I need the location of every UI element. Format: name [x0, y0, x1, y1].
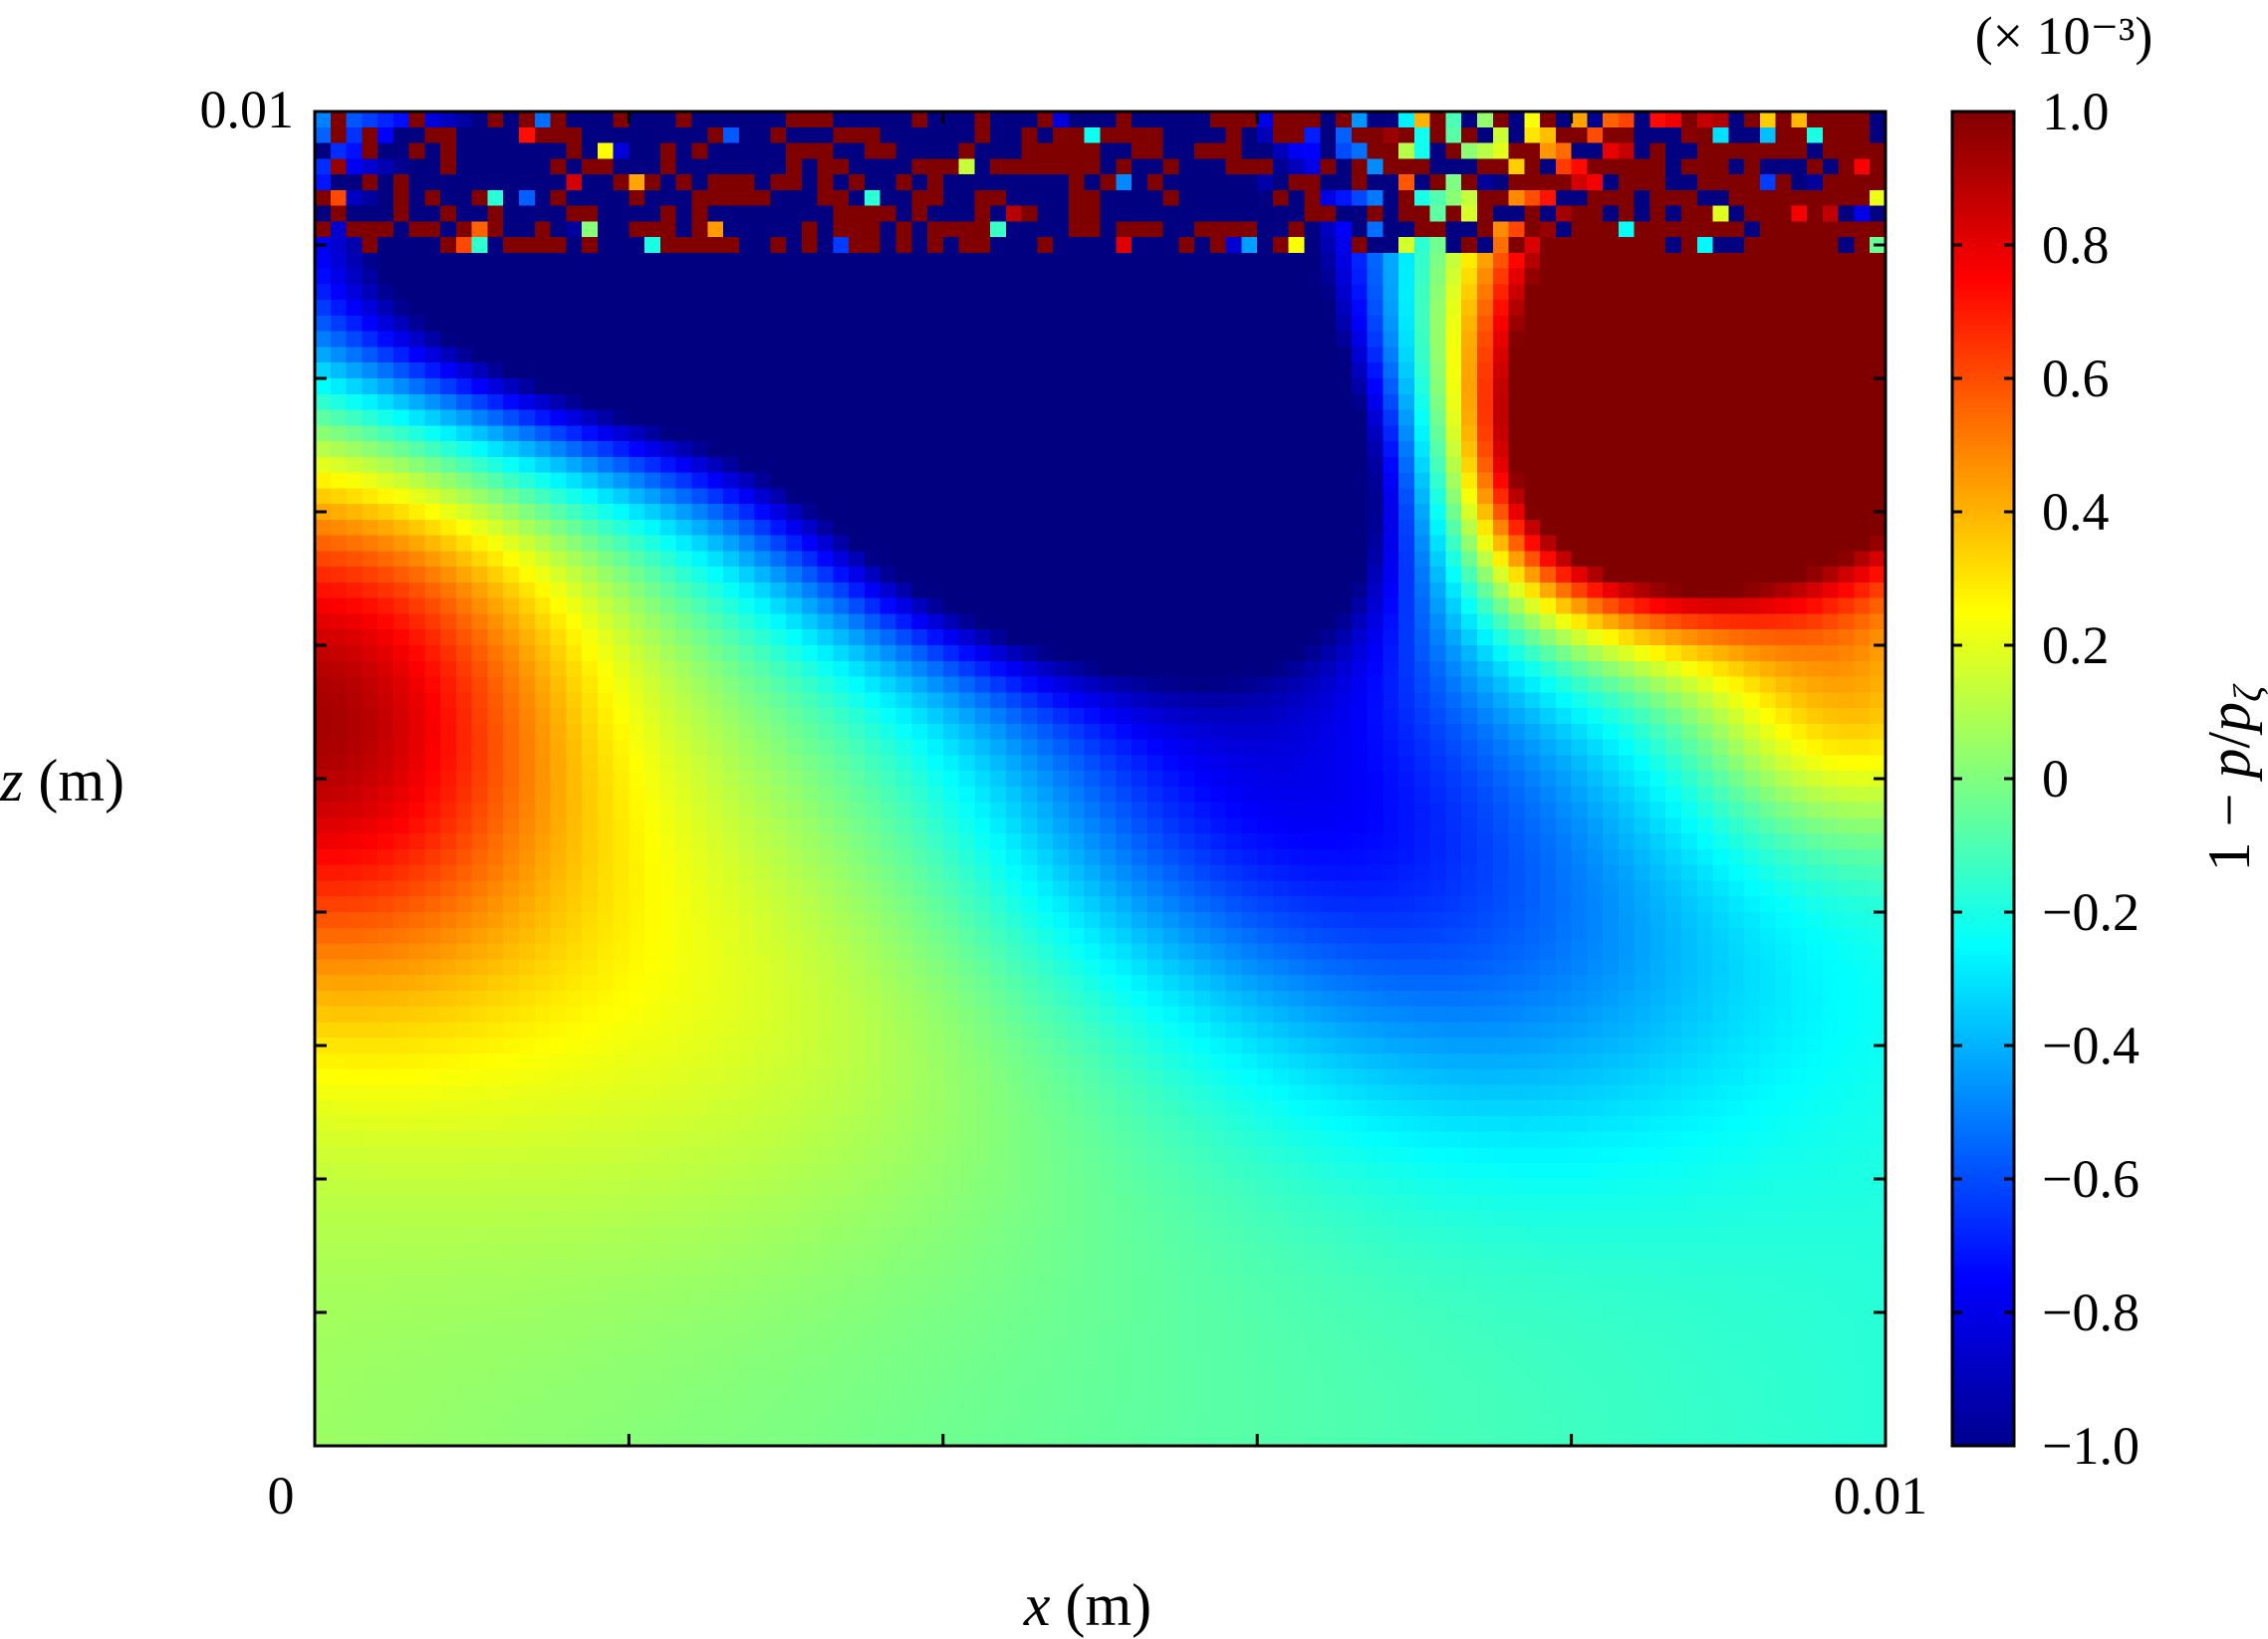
- colorbar-tick-label-10: −1.0: [2042, 1416, 2140, 1476]
- colorbar-tick-label-7: −0.4: [2042, 1016, 2140, 1075]
- colorbar-tick-label-3: 0.4: [2042, 482, 2110, 542]
- colorbar-multiplier: (× 10⁻³): [1975, 6, 2153, 66]
- y-axis-label: z (m): [0, 748, 125, 814]
- colorbar-label: 1 − p/pζ: [2196, 683, 2268, 872]
- colorbar-tick-label-4: 0.2: [2042, 615, 2110, 675]
- colorbar-tick-label-9: −0.8: [2042, 1283, 2140, 1342]
- colorbar-tick-label-8: −0.6: [2042, 1149, 2140, 1209]
- x-tick-label-0.01: 0.01: [1834, 1466, 1928, 1525]
- colorbar-tick-label-1: 0.8: [2042, 215, 2110, 275]
- y-tick-label-0.01: 0.01: [200, 80, 295, 139]
- colorbar-ticks: [1952, 110, 2014, 1448]
- colorbar-tick-label-2: 0.6: [2042, 349, 2110, 408]
- x-tick-label-0: 0: [268, 1466, 295, 1525]
- colorbar-tick-label-5: 0: [2042, 749, 2069, 809]
- colorbar-tick-label-0: 1.0: [2042, 82, 2110, 141]
- colorbar-tick-labels: 1.0 0.8 0.6 0.4 0.2 0 −0.2 −0.4 −0.6 −0.8 −1.0: [2042, 82, 2140, 1476]
- plot-ticks: [313, 110, 1888, 1448]
- heatmap-image: [315, 112, 1886, 1446]
- x-axis-label: x (m): [1023, 1572, 1151, 1638]
- colorbar-tick-label-6: −0.2: [2042, 882, 2140, 942]
